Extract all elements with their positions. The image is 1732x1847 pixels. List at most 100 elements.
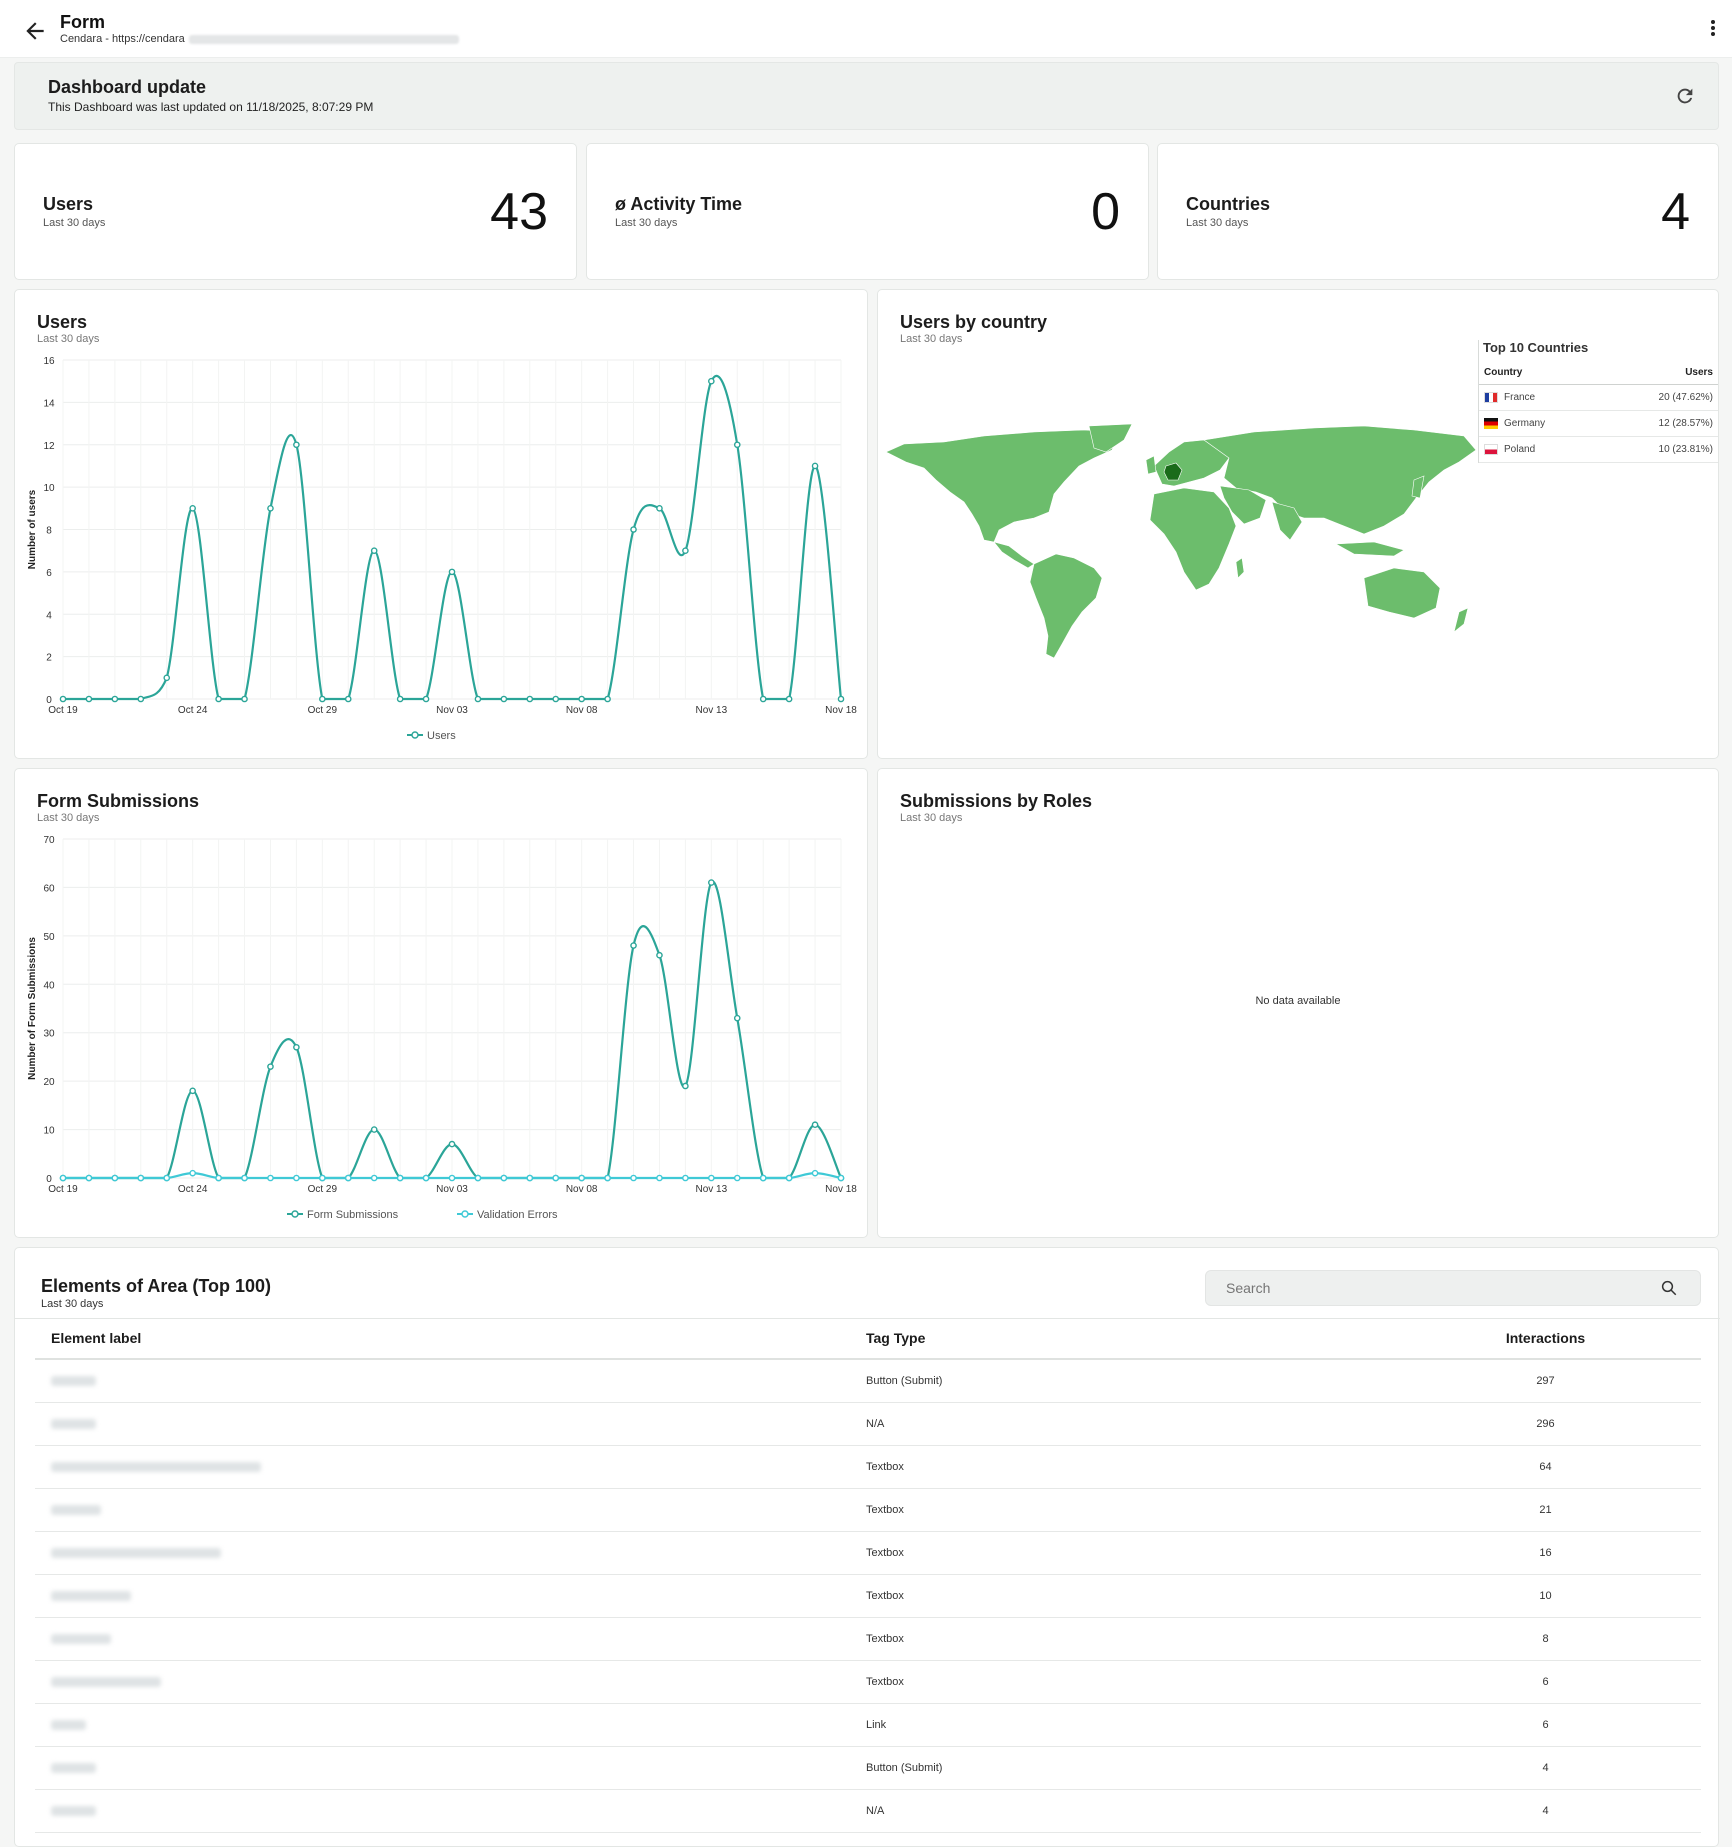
tag-type-cell: Textbox [850, 1574, 1390, 1618]
table-row[interactable]: Textbox 16 [35, 1531, 1701, 1575]
stat-label: ø Activity Time [615, 194, 743, 214]
table-row[interactable]: Textbox 64 [35, 1445, 1701, 1489]
table-row[interactable]: Textbox 8 [35, 1617, 1701, 1661]
legend-label: Validation Errors [477, 1209, 558, 1221]
tag-type-cell: N/A [850, 1789, 1390, 1833]
column-header-users: Users [1604, 361, 1718, 385]
map-uk[interactable] [1145, 455, 1157, 475]
map-australia[interactable] [1363, 567, 1441, 619]
data-point [215, 695, 222, 703]
data-point [137, 695, 145, 703]
map-new-zealand[interactable] [1453, 607, 1469, 633]
interactions-cell: 6 [1390, 1660, 1701, 1704]
data-point [396, 695, 404, 703]
map-indonesia[interactable] [1334, 541, 1405, 557]
no-data-message: No data available [1255, 995, 1341, 1007]
legend-label: Form Submissions [307, 1209, 399, 1221]
y-tick-label: 16 [43, 356, 55, 367]
map-france[interactable] [1163, 462, 1183, 481]
element-label-cell [35, 1445, 850, 1489]
map-central-america[interactable] [993, 541, 1035, 569]
stat-card-users: Users Last 30 days 43 [14, 143, 577, 280]
table-row[interactable]: Textbox 21 [35, 1488, 1701, 1532]
table-row[interactable]: Button (Submit) 297 [35, 1359, 1701, 1403]
map-asia[interactable] [1203, 425, 1477, 535]
interactions-cell: 4 [1390, 1789, 1701, 1833]
country-users: 20 (47.62%) [1604, 384, 1718, 412]
data-point [500, 695, 508, 703]
search-icon[interactable] [1660, 1279, 1678, 1297]
interactions-cell: 297 [1390, 1359, 1701, 1403]
table-row[interactable]: N/A 4 [35, 1789, 1701, 1833]
element-label-cell [35, 1531, 850, 1575]
poland-flag-icon [1484, 444, 1498, 456]
y-tick-label: 40 [43, 980, 55, 991]
interactions-cell: 8 [1390, 1617, 1701, 1661]
map-greenland[interactable] [1088, 423, 1133, 453]
tag-type-cell: Textbox [850, 1617, 1390, 1661]
map-japan[interactable] [1411, 475, 1425, 499]
element-label-cell [35, 1660, 850, 1704]
data-point [733, 441, 741, 449]
table-row[interactable]: Textbox 6 [35, 1660, 1701, 1704]
x-tick-label: Nov 08 [566, 705, 598, 716]
x-tick-label: Oct 19 [48, 705, 78, 716]
element-label-cell [35, 1359, 850, 1403]
map-madagascar[interactable] [1235, 557, 1245, 579]
elements-card: Elements of Area (Top 100) Last 30 days … [14, 1247, 1720, 1847]
interactions-cell: 4 [1390, 1746, 1701, 1790]
search-box[interactable] [1205, 1270, 1701, 1306]
search-input[interactable] [1206, 1271, 1626, 1305]
page-subtitle: Cendara - https://cendara [60, 33, 459, 45]
table-row[interactable]: Poland 10 (23.81%) [1479, 436, 1718, 464]
data-point [370, 1174, 378, 1182]
table-row[interactable]: Textbox 10 [35, 1574, 1701, 1618]
redacted-element-label [51, 1418, 96, 1429]
refresh-icon[interactable] [1674, 85, 1696, 107]
tag-type-cell: Button (Submit) [850, 1746, 1390, 1790]
map-india[interactable] [1271, 501, 1303, 541]
y-tick-label: 8 [46, 526, 52, 537]
data-point [526, 695, 534, 703]
tag-type-cell: Textbox [850, 1488, 1390, 1532]
data-point [785, 1174, 793, 1182]
submissions-by-roles-card: Submissions by Roles Last 30 days No dat… [877, 768, 1719, 1238]
table-row[interactable]: Button (Submit) 4 [35, 1746, 1701, 1790]
more-options-icon[interactable] [1708, 18, 1718, 40]
tag-type-cell: Textbox [850, 1445, 1390, 1489]
table-row[interactable]: Germany 12 (28.57%) [1479, 410, 1718, 438]
data-point [448, 1140, 456, 1148]
x-tick-label: Oct 29 [308, 705, 338, 716]
data-point [422, 695, 430, 703]
element-label-cell [35, 1789, 850, 1833]
element-label-cell [35, 1703, 850, 1747]
world-map[interactable] [884, 422, 1479, 662]
country-name: Poland [1504, 444, 1536, 456]
data-point [189, 1087, 196, 1095]
table-row[interactable]: Link 6 [35, 1703, 1701, 1747]
x-tick-label: Nov 18 [825, 1184, 857, 1195]
table-row[interactable]: France 20 (47.62%) [1479, 384, 1718, 412]
data-point [526, 1174, 534, 1182]
map-south-america[interactable] [1029, 553, 1103, 659]
legend-marker [291, 1210, 299, 1218]
map-north-america[interactable] [885, 429, 1120, 543]
redacted-element-label [51, 1762, 96, 1773]
stat-value: 43 [490, 183, 548, 241]
table-row[interactable]: N/A 296 [35, 1402, 1701, 1446]
data-point [59, 1174, 67, 1182]
data-point [370, 547, 378, 554]
column-header-tag-type[interactable]: Tag Type [850, 1318, 1390, 1360]
x-tick-label: Nov 03 [436, 705, 468, 716]
legend-label: Users [427, 730, 456, 742]
data-point [811, 1121, 819, 1129]
legend-marker [411, 731, 419, 739]
map-middle-east[interactable] [1219, 485, 1267, 525]
data-point [137, 1174, 145, 1182]
map-africa[interactable] [1149, 487, 1237, 591]
column-header-element-label[interactable]: Element label [35, 1318, 850, 1360]
data-point [215, 1174, 222, 1182]
y-tick-label: 70 [43, 835, 55, 846]
column-header-interactions[interactable]: Interactions [1390, 1318, 1701, 1360]
back-arrow-icon[interactable] [22, 18, 48, 44]
